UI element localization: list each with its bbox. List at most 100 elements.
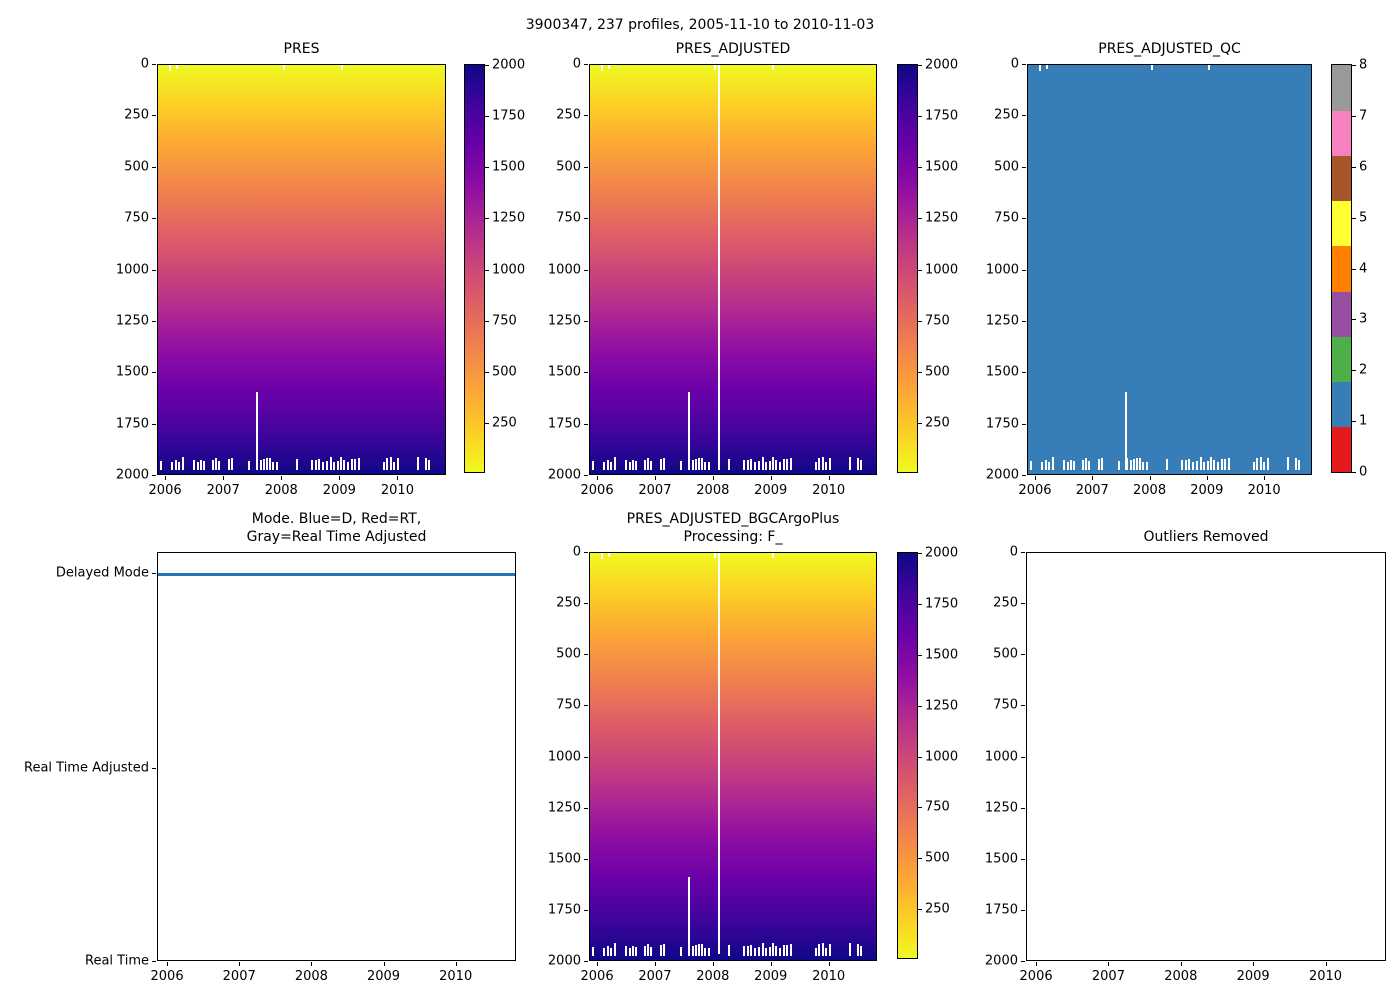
y-tick-label: 250 <box>556 107 581 123</box>
profile-bottom-gap <box>1133 459 1135 470</box>
x-tick-mark <box>1092 476 1094 480</box>
profile-bottom-gap <box>765 948 767 956</box>
profile-bottom-gap <box>1207 461 1209 470</box>
x-tick-label: 2009 <box>322 483 356 498</box>
profile-bottom-gap <box>182 457 184 470</box>
y-tick-label: 500 <box>994 159 1019 175</box>
colorbar-tick-mark <box>485 269 489 271</box>
x-tick-label: 2006 <box>148 483 182 498</box>
colorbar-tick-label: 2000 <box>925 57 959 73</box>
x-tick-label: 2006 <box>1019 969 1053 984</box>
x-tick-label: 2009 <box>754 969 788 984</box>
profile-bottom-gap <box>680 461 682 470</box>
colorbar-tick-mark <box>918 218 922 220</box>
profile-bottom-gap <box>1295 458 1297 470</box>
profile-bottom-gap <box>775 946 777 956</box>
x-tick-label: 2007 <box>638 969 672 984</box>
profile-bottom-gap <box>644 946 646 956</box>
profile-bottom-gap <box>263 459 265 470</box>
profile-bottom-gap <box>775 460 777 470</box>
profile-bottom-gap <box>1210 457 1212 470</box>
profile-bottom-gap <box>860 946 862 956</box>
colorbar-tick-mark <box>1352 65 1356 66</box>
profile-bottom-gap <box>758 947 760 956</box>
profile-bottom-gap <box>1088 461 1090 470</box>
qc-colorbar-segment <box>1332 381 1351 428</box>
top-edge-gap-notch <box>1151 65 1154 70</box>
qc-colorbar-segment <box>1332 200 1351 247</box>
colorbar-tick-label: 5 <box>1359 210 1368 226</box>
profile-bottom-gap <box>688 944 690 956</box>
y-tick-label: 1000 <box>115 262 149 277</box>
y-tick-mark <box>152 372 156 374</box>
profile-bottom-gap <box>256 458 258 470</box>
colorbar-tick-mark <box>1352 370 1356 372</box>
colorbar-tick-mark <box>485 371 489 373</box>
x-tick-label: 2010 <box>380 483 414 498</box>
colorbar-qc: 0 1 2 3 4 5 6 7 8 <box>1331 58 1367 480</box>
profile-bottom-gap <box>614 457 616 470</box>
colorbar-tick-mark <box>918 553 922 554</box>
y-tick-label: 1250 <box>985 313 1019 329</box>
profile-bottom-gap <box>592 947 594 956</box>
mode-category-label: Delayed Mode <box>55 565 149 581</box>
profile-bottom-gap <box>747 946 749 956</box>
profile-bottom-gap <box>610 948 612 956</box>
profile-bottom-gap <box>692 946 694 956</box>
profile-bottom-gap <box>625 946 627 956</box>
profile-bottom-gap <box>1098 459 1100 470</box>
profile-bottom-gap <box>772 943 774 956</box>
profile-bottom-gap <box>212 460 214 470</box>
profile-bottom-gap <box>783 945 785 956</box>
profile-bottom-gap <box>857 944 859 956</box>
top-edge-gap-notch <box>607 65 610 69</box>
profile-bottom-gap <box>383 462 385 470</box>
profile-bottom-gap <box>1101 458 1103 470</box>
colorbar-tick-mark <box>918 603 922 605</box>
top-edge-gap-notch <box>1045 65 1048 69</box>
y-tick-label: 250 <box>124 107 149 123</box>
panel-pres-adjusted-qc: PRES_ADJUSTED_QC 0 250 500 750 1000 1250 1500 1… <box>986 41 1312 498</box>
x-tick-mark <box>167 962 169 966</box>
profile-bottom-gap <box>1067 462 1069 470</box>
y-tick-label: 1750 <box>547 902 581 918</box>
y-tick-label: 1250 <box>115 313 149 329</box>
profile-bottom-gap <box>390 457 392 470</box>
profile-bottom-gap <box>269 458 271 470</box>
profile-bottom-gap <box>786 945 788 956</box>
y-tick-label: 2000 <box>984 953 1018 969</box>
mode-category-label: Real Time Adjusted <box>24 760 149 776</box>
profile-bottom-gap <box>425 458 427 470</box>
profile-bottom-gap <box>1118 461 1120 470</box>
colorbar-tick-mark <box>918 65 922 66</box>
profile-bottom-gap <box>728 945 730 956</box>
x-tick-mark <box>311 962 313 966</box>
profile-bottom-gap <box>769 947 771 956</box>
profile-bottom-gap <box>660 945 662 956</box>
y-tick-mark <box>584 166 588 168</box>
x-tick-mark <box>397 476 399 480</box>
profile-bottom-gap <box>397 458 399 470</box>
colorbar-tick-mark <box>1352 319 1356 321</box>
y-tick-label: 2000 <box>985 467 1019 483</box>
profile-bottom-gap <box>1217 462 1219 470</box>
colorbar-tick-label: 250 <box>492 415 517 431</box>
y-tick-label: 500 <box>556 159 581 175</box>
y-tick-label: 1500 <box>115 364 149 380</box>
panel-bgc: PRES_ADJUSTED_BGCArgoPlus Processing: F_… <box>548 511 877 984</box>
profile-bottom-gap <box>175 460 177 470</box>
panel-outliers: Outliers Removed 0 250 500 750 1000 1250 1500 1… <box>985 529 1386 984</box>
y-tick-mark <box>584 909 588 911</box>
colorbar-tick-label: 6 <box>1359 159 1368 175</box>
colorbar-tick-mark <box>1352 115 1356 117</box>
profile-bottom-gap <box>786 459 788 470</box>
y-tick-mark <box>584 320 588 322</box>
profile-bottom-gap <box>1213 460 1215 470</box>
x-tick-mark <box>770 962 772 966</box>
x-tick-label: 2010 <box>1247 483 1281 498</box>
profile-bottom-gap <box>1041 462 1043 470</box>
profile-bottom-gap <box>1260 457 1262 470</box>
colorbar-tick-label: 1250 <box>492 210 526 226</box>
top-edge-gap-notch <box>714 553 717 558</box>
missing-profile-gap <box>717 65 720 470</box>
